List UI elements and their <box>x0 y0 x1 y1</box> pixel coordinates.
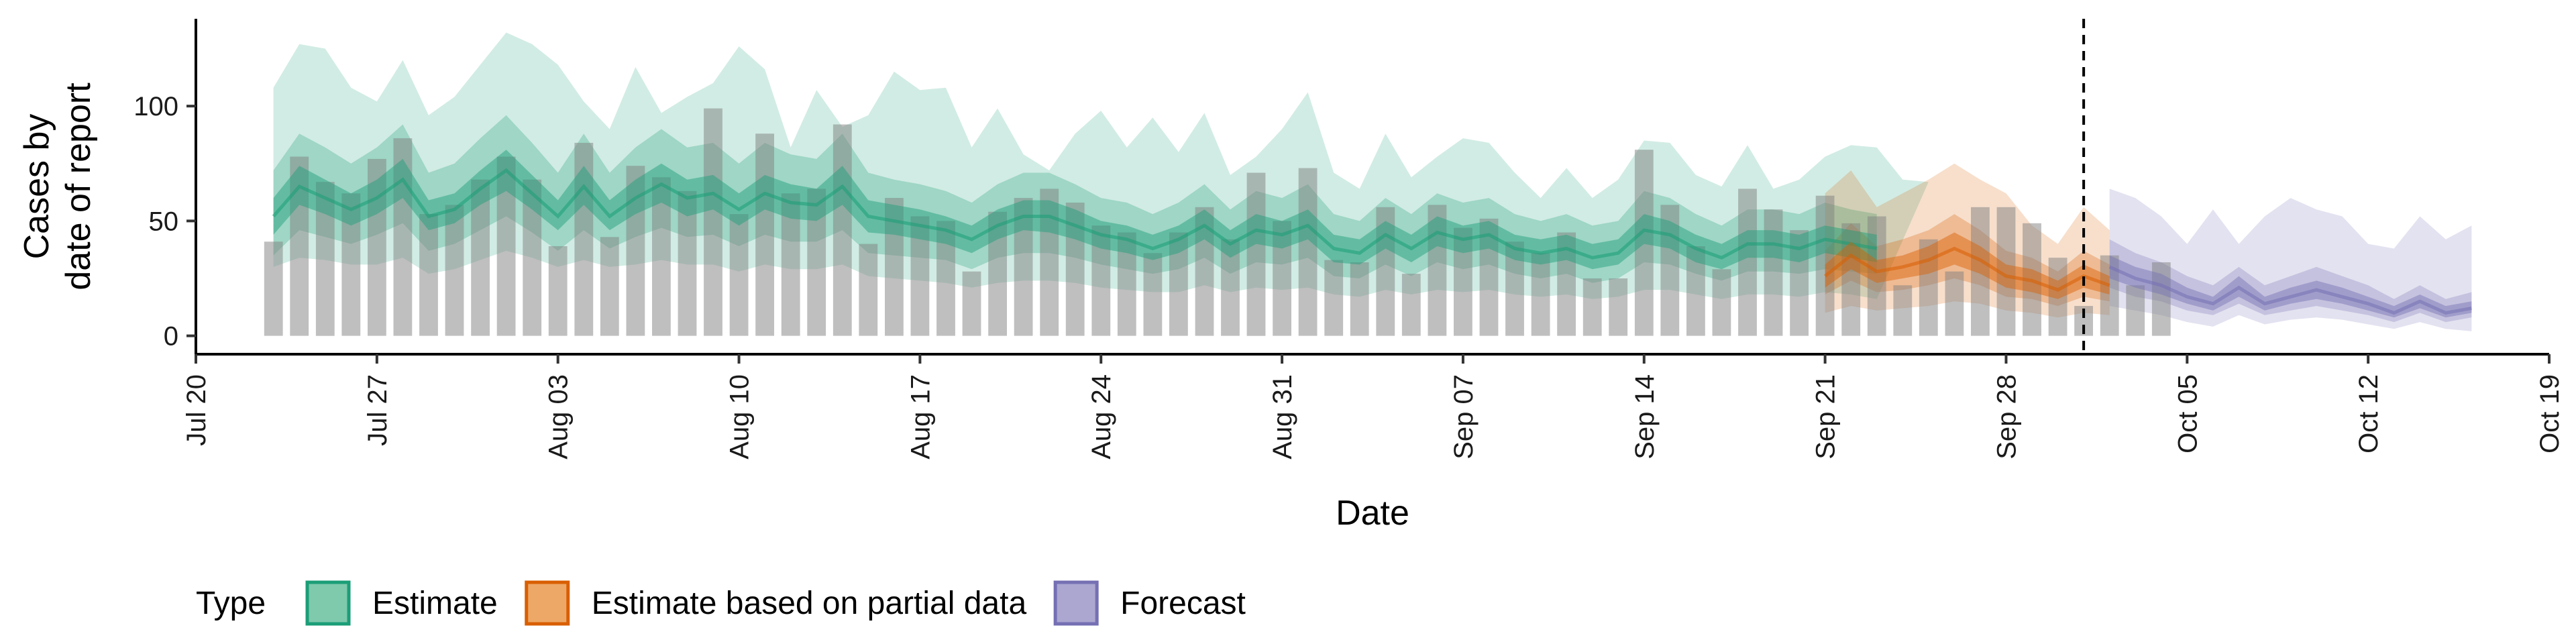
y-tick-label: 0 <box>164 322 178 352</box>
bar-reported-cases <box>574 142 594 336</box>
band-50-estimate <box>273 150 1877 270</box>
bar-reported-cases <box>704 108 722 336</box>
bar-reported-cases <box>1971 207 1990 336</box>
legend-swatch-estimate-based-on-partial-data <box>525 580 570 626</box>
x-tick-label: Oct 19 <box>2535 374 2565 453</box>
bar-reported-cases <box>1738 189 1757 336</box>
legend-label-estimate: Estimate <box>372 586 498 621</box>
x-tick-label: Oct 12 <box>2354 374 2383 453</box>
x-tick-label: Sep 28 <box>1992 374 2021 460</box>
legend-swatch-estimate <box>305 580 351 626</box>
bar-reported-cases <box>393 138 413 336</box>
band-90-estimate <box>273 115 1877 283</box>
bar-reported-cases <box>1298 168 1318 336</box>
bar-reported-cases <box>1815 195 1835 336</box>
bar-reported-cases <box>548 246 568 336</box>
bar-reported-cases <box>1867 216 1886 336</box>
x-tick-label: Jul 20 <box>182 374 211 446</box>
y-tick-label: 100 <box>133 92 178 121</box>
bar-reported-cases <box>1660 205 1680 336</box>
bar-reported-cases <box>1531 253 1550 336</box>
bar-reported-cases <box>1686 246 1705 336</box>
bar-reported-cases <box>1454 227 1472 336</box>
bar-reported-cases <box>2126 285 2145 336</box>
bar-reported-cases <box>496 156 516 336</box>
x-tick-label: Aug 03 <box>544 374 574 460</box>
bar-reported-cases <box>652 177 671 336</box>
bar-reported-cases <box>807 189 826 336</box>
legend-label-estimate-based-on-partial-data: Estimate based on partial data <box>592 586 1027 621</box>
bar-reported-cases <box>1221 239 1240 336</box>
x-tick-label: Sep 07 <box>1449 374 1479 460</box>
bar-reported-cases <box>1945 271 1964 336</box>
x-tick-label: Sep 14 <box>1630 374 1660 460</box>
bar-reported-cases <box>264 241 283 336</box>
bar-reported-cases <box>1712 269 1731 336</box>
bar-reported-cases <box>678 191 697 336</box>
legend-swatch-forecast <box>1053 580 1099 626</box>
bar-reported-cases <box>729 214 749 336</box>
bar-reported-cases <box>1014 198 1033 336</box>
legend-items: Estimate Estimate based on partial data Fo… <box>305 580 1246 626</box>
bar-reported-cases <box>755 133 774 336</box>
median-line-forecast <box>2108 265 2472 315</box>
legend: Type Estimate Estimate based on partial d… <box>196 580 1246 626</box>
bar-reported-cases <box>471 179 490 336</box>
bar-reported-cases <box>1246 172 1266 336</box>
bar-reported-cases <box>1117 232 1136 336</box>
bar-reported-cases <box>1505 241 1524 336</box>
bar-reported-cases <box>445 205 464 336</box>
bar-reported-cases <box>1091 225 1111 336</box>
x-tick-label: Oct 05 <box>2173 374 2202 453</box>
bar-reported-cases <box>600 237 619 336</box>
overlay-layer <box>272 19 2472 354</box>
bar-reported-cases <box>523 179 542 336</box>
bar-reported-cases <box>341 193 361 336</box>
x-tick-label: Aug 17 <box>906 374 935 460</box>
bar-reported-cases <box>1401 274 1421 336</box>
bar-reported-cases <box>1273 221 1291 336</box>
y-axis-title-line-1: Cases by <box>17 114 56 260</box>
legend-title: Type <box>196 586 266 621</box>
x-tick-label: Jul 27 <box>363 374 392 446</box>
bars-layer <box>264 108 2171 336</box>
bar-reported-cases <box>1169 232 1188 336</box>
bar-reported-cases <box>1376 207 1395 336</box>
legend-label-forecast: Forecast <box>1120 586 1246 621</box>
x-tick-label: Aug 10 <box>725 374 755 460</box>
bar-reported-cases <box>1609 278 1628 336</box>
bar-reported-cases <box>1428 205 1447 336</box>
bar-reported-cases <box>1143 253 1163 336</box>
axes-layer: 0 50 100 Jul 20 Jul 27 Aug 03 Aug 10 Aug 17 Aug … <box>133 19 2565 460</box>
bar-reported-cases <box>1582 278 1602 336</box>
bar-reported-cases <box>1324 260 1344 336</box>
bar-reported-cases <box>315 182 335 336</box>
bar-reported-cases <box>910 216 930 336</box>
bar-reported-cases <box>2048 258 2068 336</box>
band-outer-forecast <box>2109 189 2472 331</box>
x-tick-label: Aug 24 <box>1087 374 1116 460</box>
bar-reported-cases <box>781 193 800 336</box>
y-tick-label: 50 <box>149 207 179 236</box>
bar-reported-cases <box>2151 262 2171 336</box>
x-tick-label: Aug 31 <box>1268 374 1297 460</box>
bar-reported-cases <box>962 271 981 336</box>
bar-reported-cases <box>936 221 955 336</box>
median-line-estimate <box>272 168 1878 260</box>
bar-reported-cases <box>1764 209 1783 336</box>
bar-reported-cases <box>859 244 878 336</box>
bar-reported-cases <box>988 211 1007 336</box>
median-line-estimate-based-on-partial-data <box>1824 246 2110 292</box>
x-axis-title: Date <box>1336 494 1409 533</box>
bar-reported-cases <box>1040 189 1059 336</box>
bar-reported-cases <box>1893 285 1913 336</box>
bar-reported-cases <box>368 158 386 336</box>
bar-reported-cases <box>419 214 438 336</box>
bar-reported-cases <box>1350 262 1369 336</box>
x-tick-label: Sep 21 <box>1811 374 1841 460</box>
bar-reported-cases <box>1634 150 1654 336</box>
y-axis-title-line-2: date of report <box>59 83 98 290</box>
bar-reported-cases <box>833 124 852 336</box>
